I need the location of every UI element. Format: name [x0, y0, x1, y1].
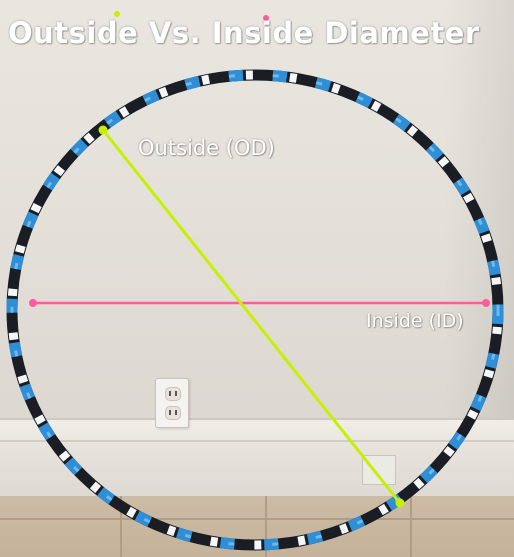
outlet-socket [165, 387, 181, 401]
wall-outlet [155, 378, 189, 428]
title-dot-pink [263, 15, 269, 21]
inside-diameter-label: Inside (ID) [366, 310, 464, 332]
wall-corner-shadow [444, 0, 514, 500]
outlet-socket [165, 406, 181, 420]
inside-diameter-line [29, 299, 490, 307]
baseboard-trim [0, 440, 514, 442]
tile-grout [265, 496, 267, 557]
baseboard [0, 418, 514, 502]
outside-endpoint-bottom [395, 498, 405, 508]
wall [0, 0, 514, 500]
inside-endpoint-left [29, 299, 37, 307]
title-dot-green [114, 11, 120, 17]
outside-diameter-label: Outside (OD) [138, 136, 275, 160]
tile-grout [120, 496, 122, 557]
tile-grout [410, 496, 412, 557]
floor-vent [362, 455, 396, 485]
hula-hoop [6, 69, 504, 551]
inside-endpoint-right [482, 299, 490, 307]
outside-endpoint-top [98, 125, 108, 135]
page-title: Outside Vs. Inside Diameter [8, 16, 480, 50]
tile-grout [0, 518, 514, 520]
outside-diameter-line [98, 125, 405, 508]
